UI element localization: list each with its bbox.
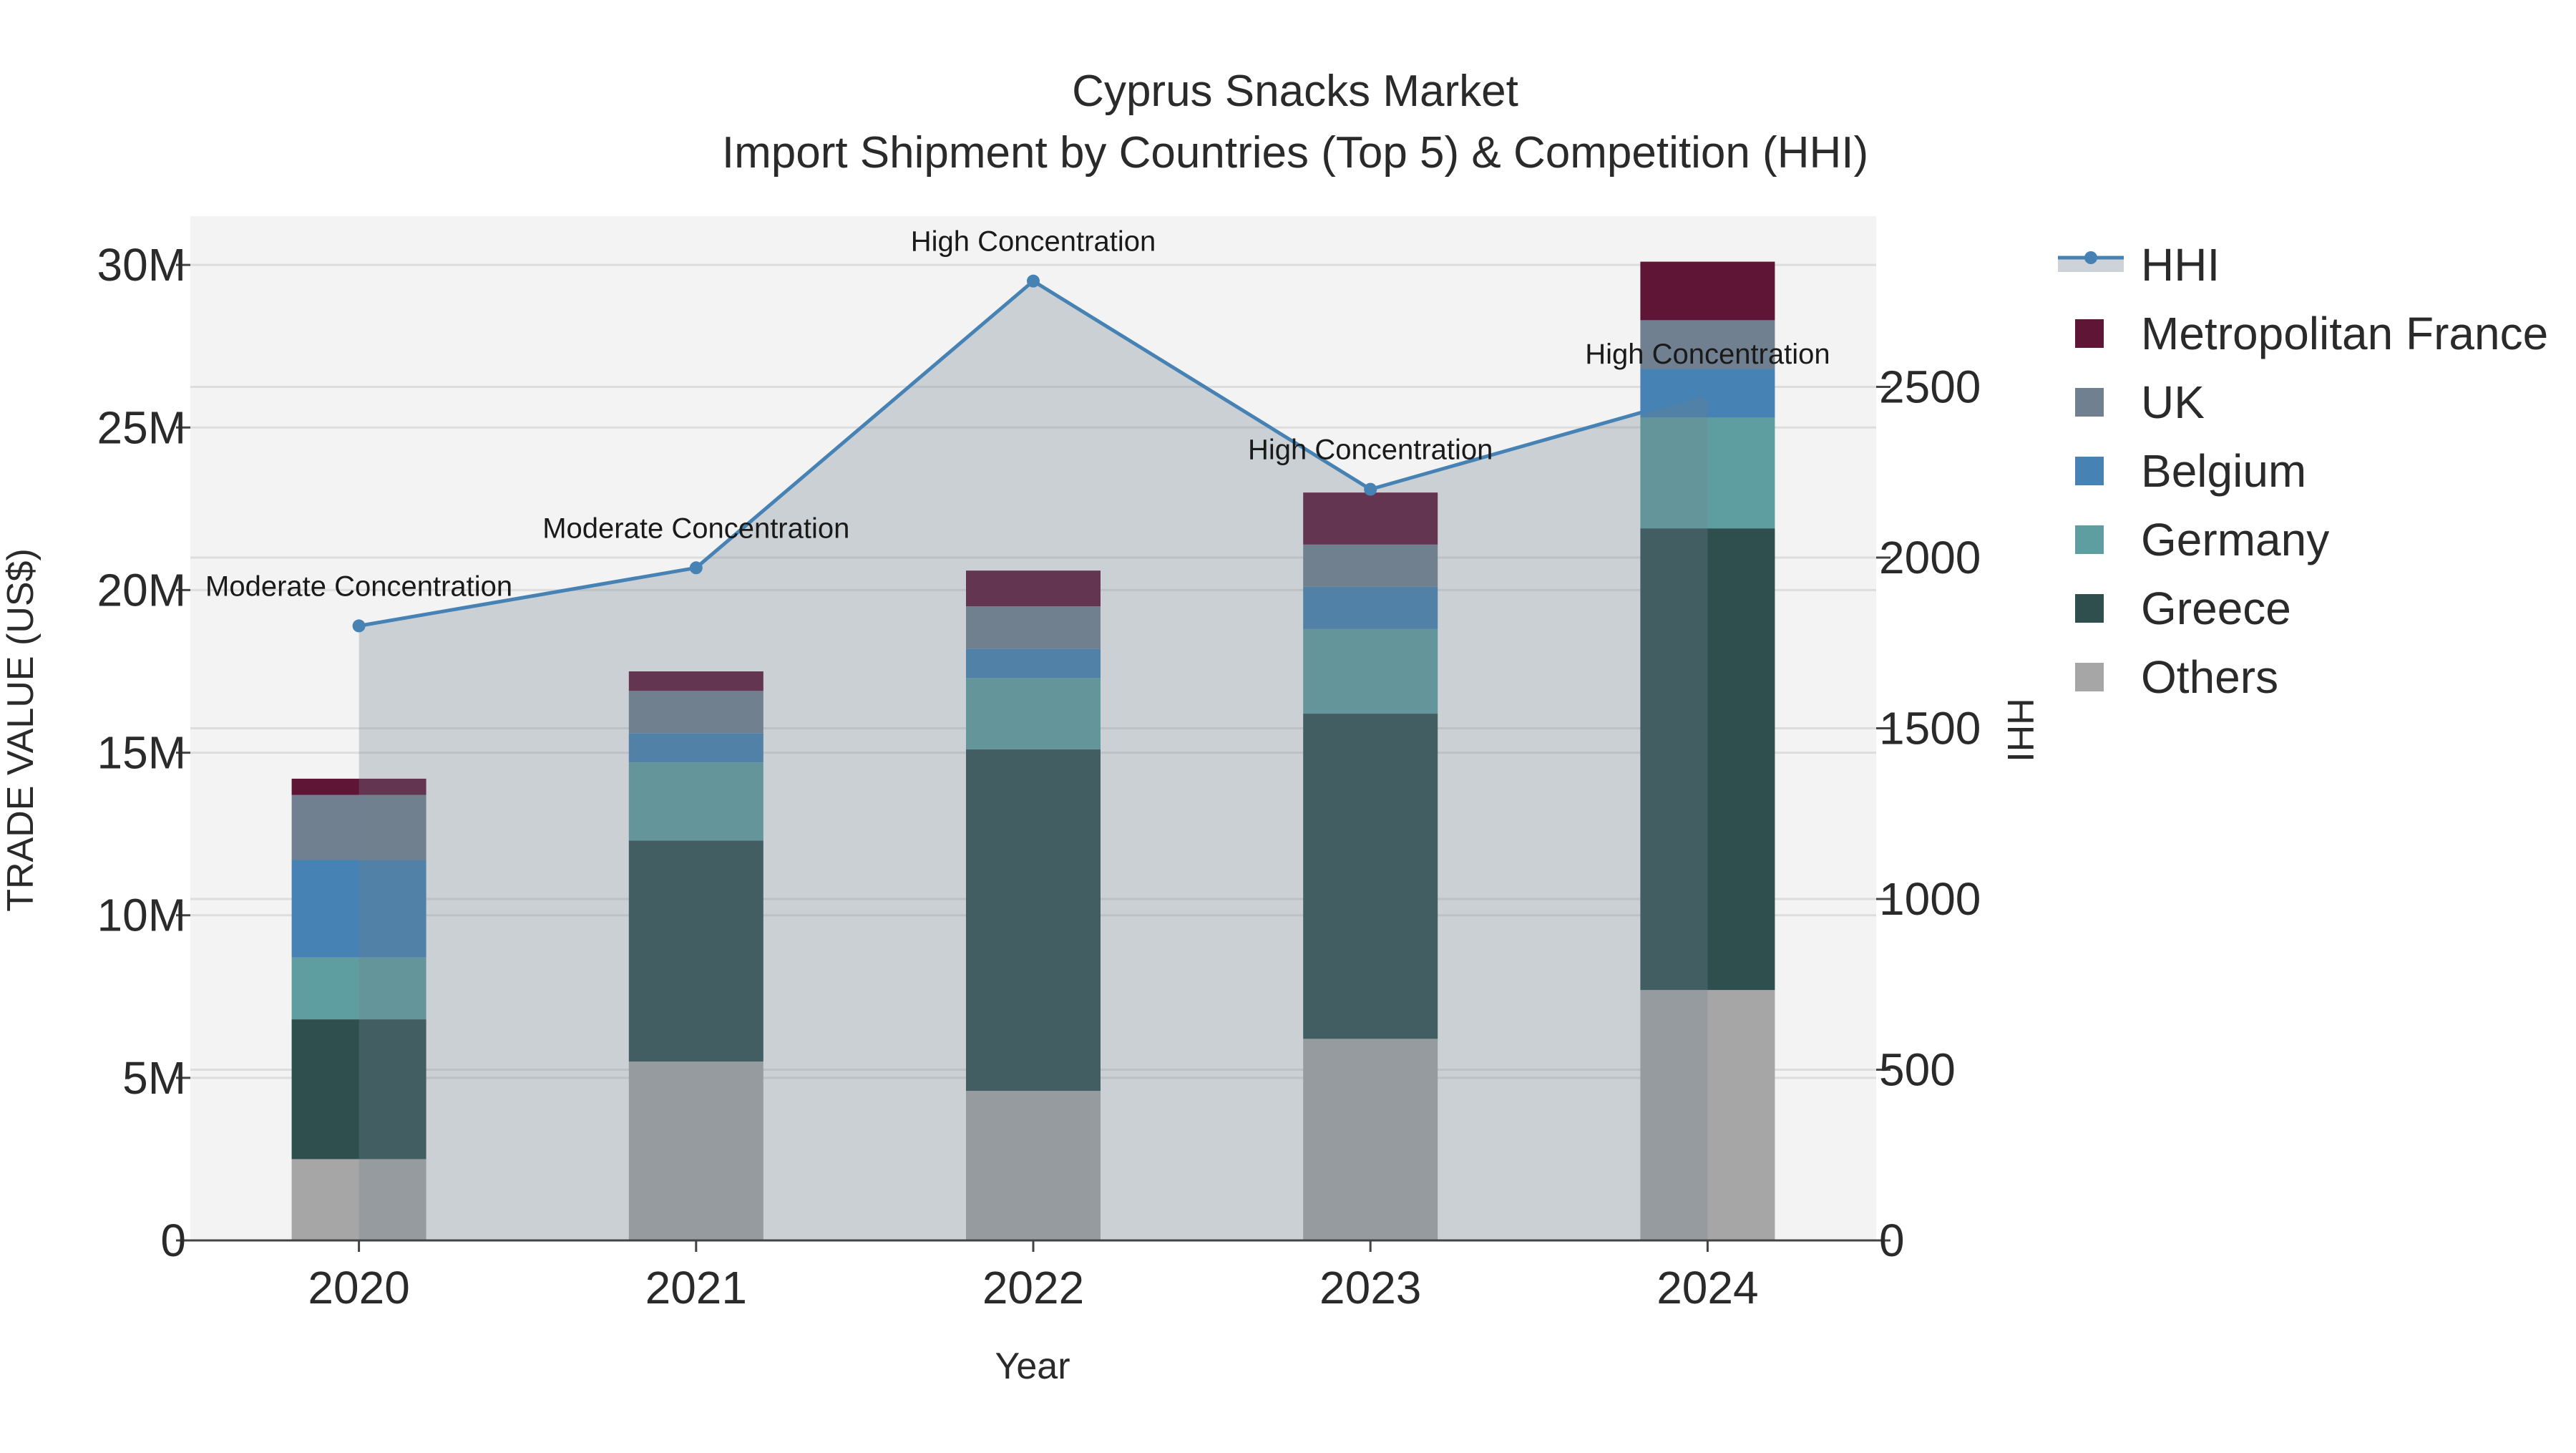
- legend-swatch-hhi-marker: [2084, 251, 2097, 264]
- legend-label-hhi: HHI: [2141, 239, 2220, 291]
- x-axis-title: Year: [995, 1346, 1070, 1387]
- legend-label-metropolitan-france: Metropolitan France: [2141, 308, 2548, 359]
- hhi-annotation-2022: High Concentration: [911, 226, 1156, 258]
- legend-swatch-metropolitan-france: [2075, 319, 2104, 348]
- legend-label-belgium: Belgium: [2141, 445, 2306, 497]
- legend-swatch-belgium: [2075, 457, 2104, 485]
- bar-others-2024: [1640, 990, 1775, 1240]
- legend-label-uk: UK: [2141, 376, 2205, 428]
- hhi-area: [358, 281, 1708, 1240]
- chart-title: Cyprus Snacks Market: [1072, 67, 1518, 116]
- bar-belgium-2023: [1303, 586, 1438, 629]
- bar-greece-2021: [628, 840, 763, 1062]
- bar-others-2022: [966, 1091, 1101, 1240]
- bar-greece-2020: [291, 1019, 426, 1160]
- legend-swatch-hhi-area: [2058, 258, 2124, 272]
- hhi-annotation-2024: High Concentration: [1585, 339, 1830, 370]
- bar-belgium-2021: [628, 733, 763, 763]
- bar-germany-2021: [628, 762, 763, 841]
- bar-germany-2020: [291, 957, 426, 1020]
- x-tick-label-2022: 2022: [982, 1262, 1084, 1313]
- y2-tick-label-500: 500: [1879, 1044, 1956, 1096]
- legend-swatch-greece: [2075, 594, 2104, 623]
- bar-greece-2024: [1640, 528, 1775, 991]
- y-axis-title: TRADE VALUE (US$): [0, 548, 42, 912]
- bar-uk-2023: [1303, 544, 1438, 587]
- bar-uk-2024: [1640, 320, 1775, 369]
- y2-tick-label-2000: 2000: [1879, 532, 1981, 583]
- x-tick-label-2023: 2023: [1319, 1262, 1421, 1313]
- bar-metropolitan-france-2021: [628, 671, 763, 691]
- legend-swatch-others: [2075, 663, 2104, 691]
- bar-uk-2022: [966, 606, 1101, 649]
- bar-germany-2022: [966, 678, 1101, 750]
- y-tick-label-5m: 5M: [122, 1052, 186, 1104]
- bar-metropolitan-france-2024: [1640, 261, 1775, 321]
- legend-swatch-uk: [2075, 388, 2104, 417]
- bar-uk-2020: [291, 794, 426, 860]
- x-tick-label-2024: 2024: [1657, 1262, 1758, 1313]
- chart-subtitle: Import Shipment by Countries (Top 5) & C…: [722, 128, 1868, 178]
- bar-metropolitan-france-2022: [966, 570, 1101, 607]
- legend: HHI Metropolitan France UK Belgium Germany Gr…: [2058, 239, 2548, 703]
- y2-tick-label-1000: 1000: [1879, 873, 1981, 925]
- bar-germany-2024: [1640, 417, 1775, 529]
- legend-label-germany: Germany: [2141, 514, 2329, 565]
- y-tick-label-25m: 25M: [97, 402, 187, 453]
- bar-germany-2023: [1303, 628, 1438, 714]
- bar-belgium-2020: [291, 860, 426, 958]
- y2-tick-label-0: 0: [1879, 1215, 1905, 1266]
- legend-label-greece: Greece: [2141, 583, 2291, 634]
- y-tick-label-20m: 20M: [97, 564, 187, 616]
- hhi-point-2024: [1701, 387, 1714, 401]
- y2-tick-label-1500: 1500: [1879, 703, 1981, 754]
- legend-label-others: Others: [2141, 651, 2278, 703]
- bar-metropolitan-france-2023: [1303, 492, 1438, 545]
- bar-others-2020: [291, 1159, 426, 1240]
- y2-tick-label-2500: 2500: [1879, 361, 1981, 413]
- bar-greece-2023: [1303, 714, 1438, 1039]
- hhi-annotation-2020: Moderate Concentration: [205, 570, 512, 602]
- y-tick-label-30m: 30M: [97, 239, 187, 291]
- hhi-annotation-2021: Moderate Concentration: [542, 512, 849, 544]
- y-tick-label-0: 0: [160, 1215, 186, 1266]
- hhi-annotation-2023: High Concentration: [1248, 434, 1493, 466]
- hhi-point-2023: [1364, 482, 1377, 496]
- hhi-point-2020: [352, 619, 366, 633]
- y-tick-label-15m: 15M: [97, 727, 187, 779]
- bar-uk-2021: [628, 691, 763, 734]
- legend-swatch-germany: [2075, 525, 2104, 554]
- bar-greece-2022: [966, 749, 1101, 1092]
- x-tick-label-2021: 2021: [645, 1262, 747, 1313]
- y2-axis-title: HHI: [1999, 698, 2041, 762]
- bar-belgium-2022: [966, 648, 1101, 679]
- bar-metropolitan-france-2020: [291, 778, 426, 795]
- x-tick-label-2020: 2020: [308, 1262, 409, 1313]
- hhi-point-2021: [689, 561, 703, 575]
- bar-others-2021: [628, 1061, 763, 1240]
- hhi-point-2022: [1027, 274, 1040, 288]
- y-tick-label-10m: 10M: [97, 890, 187, 941]
- bar-others-2023: [1303, 1039, 1438, 1240]
